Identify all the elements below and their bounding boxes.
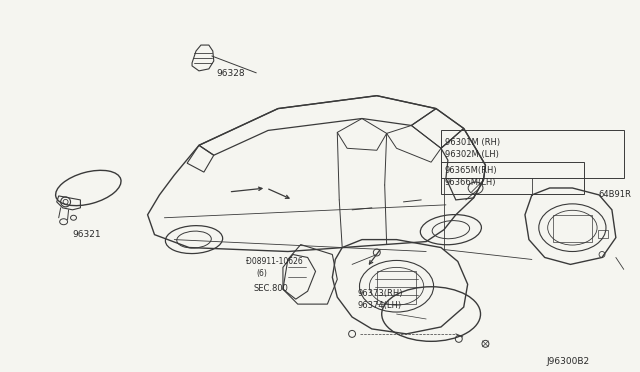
Text: 96373(RH): 96373(RH) (357, 289, 403, 298)
Text: Ð08911-10626: Ð08911-10626 (246, 257, 303, 266)
Text: 64B91R: 64B91R (598, 190, 631, 199)
Text: 96366M(LH): 96366M(LH) (445, 178, 497, 187)
Text: SEC.800: SEC.800 (253, 284, 288, 293)
Text: (6): (6) (256, 269, 267, 278)
Text: 96374(LH): 96374(LH) (357, 301, 401, 310)
Text: 96301M (RH): 96301M (RH) (445, 138, 500, 147)
Bar (441, 162, 584, 194)
Text: 96365M(RH): 96365M(RH) (445, 166, 497, 175)
Text: 96302M (LH): 96302M (LH) (445, 150, 499, 159)
Text: 96328: 96328 (217, 69, 245, 78)
Text: J96300B2: J96300B2 (547, 357, 590, 366)
Bar (441, 131, 624, 178)
Text: 96321: 96321 (72, 230, 101, 239)
